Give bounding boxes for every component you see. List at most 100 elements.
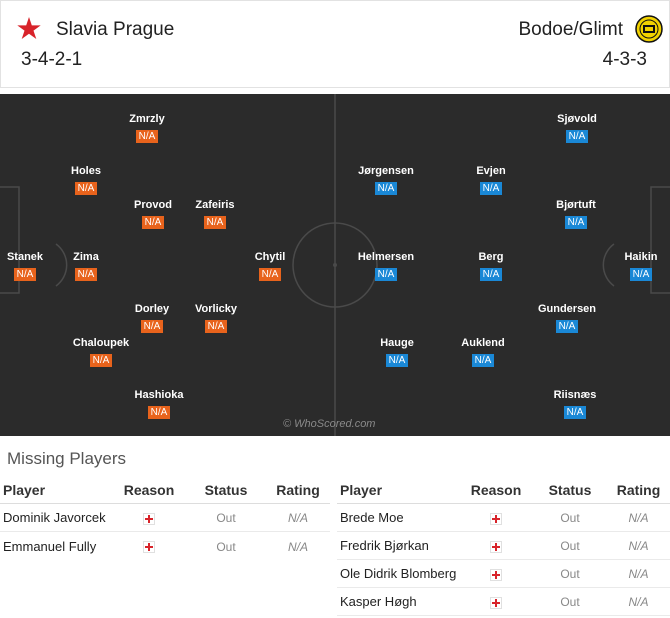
table-header: Player Reason Status Rating [0,476,330,504]
status-text: Out [560,595,580,609]
match-header: Slavia Prague 3-4-2-1 Bodoe/Glimt 4-3-3 [0,0,670,88]
home-player[interactable]: Vorlicky N/A [171,303,261,334]
pitch-lines [0,94,670,436]
away-player[interactable]: Bjørtuft N/A [531,199,621,230]
injury-cross-icon [143,541,155,554]
column-header-rating: Rating [616,481,661,498]
player-name: Vorlicky [195,303,237,315]
player-rating-badge: N/A [563,406,587,419]
home-player[interactable]: Zima N/A [41,251,131,282]
player-rating-badge: N/A [140,320,164,333]
player-name: Hauge [380,337,414,349]
home-player[interactable]: Provod N/A [108,199,198,230]
away-player[interactable]: Gundersen N/A [522,303,612,334]
away-missing-table: Player Reason Status Rating Brede Moe Ou… [337,476,670,616]
table-row: Brede Moe Out N/A [337,504,670,532]
player-name: Berg [478,251,504,263]
rating-text: N/A [628,511,649,525]
player-name: Sjøvold [557,113,597,125]
player-rating-badge: N/A [204,320,228,333]
home-player[interactable]: Zmrzly N/A [102,113,192,144]
player-rating-badge: N/A [385,354,409,367]
away-player[interactable]: Evjen N/A [446,165,536,196]
player-name: Chytil [254,251,286,263]
player-name: Holes [71,165,101,177]
player-name: Helmersen [357,251,415,263]
player-link[interactable]: Fredrik Bjørkan [340,538,429,553]
status-text: Out [560,511,580,525]
status-text: Out [560,567,580,581]
player-rating-badge: N/A [479,268,503,281]
column-header-player: Player [3,481,46,498]
player-link[interactable]: Emmanuel Fully [3,538,97,554]
home-player[interactable]: Holes N/A [41,165,131,196]
away-player[interactable]: Jørgensen N/A [341,165,431,196]
away-player[interactable]: Hauge N/A [352,337,442,368]
rating-text: N/A [628,567,649,581]
player-name: Riisnæs [553,389,597,401]
player-name: Jørgensen [358,165,414,177]
watermark: © WhoScored.com [283,418,376,430]
player-name: Zima [73,251,99,263]
player-rating-badge: N/A [374,182,398,195]
away-player[interactable]: Riisnæs N/A [530,389,620,420]
away-player[interactable]: Sjøvold N/A [532,113,622,144]
player-rating-badge: N/A [74,182,98,195]
player-rating-badge: N/A [13,268,37,281]
rating-text: N/A [287,511,308,525]
column-header-status: Status [204,481,248,498]
home-player[interactable]: Dorley N/A [107,303,197,334]
table-header: Player Reason Status Rating [337,476,670,504]
table-row: Emmanuel Fully Out N/A [0,532,330,560]
away-player[interactable]: Haikin N/A [596,251,670,282]
home-player[interactable]: Hashioka N/A [114,389,204,420]
rating-text: N/A [287,539,308,554]
away-player[interactable]: Helmersen N/A [341,251,431,282]
bodo-glimt-crest-icon [635,15,663,43]
player-link[interactable]: Dominik Javorcek [3,510,106,525]
player-rating-badge: N/A [135,130,159,143]
table-row: Ole Didrik Blomberg Out N/A [337,560,670,588]
injury-cross-icon [490,568,502,581]
home-player[interactable]: Chytil N/A [225,251,315,282]
home-team-name[interactable]: Slavia Prague [56,19,175,40]
player-name: Chaloupek [72,337,130,349]
column-header-status: Status [548,481,592,498]
home-missing-table: Player Reason Status Rating Dominik Javo… [0,476,330,560]
table-row: Kasper Høgh Out N/A [337,588,670,616]
player-name: Gundersen [537,303,597,315]
injury-cross-icon [143,512,155,525]
player-name: Provod [134,199,172,211]
status-text: Out [216,539,236,554]
player-name: Evjen [476,165,506,177]
table-row: Dominik Javorcek Out N/A [0,504,330,532]
column-header-player: Player [340,481,383,498]
player-rating-badge: N/A [258,268,282,281]
table-row: Fredrik Bjørkan Out N/A [337,532,670,560]
player-rating-badge: N/A [74,268,98,281]
home-player[interactable]: Stanek N/A [0,251,70,282]
column-header-rating: Rating [276,481,320,498]
red-star-icon [17,17,41,39]
away-team-name[interactable]: Bodoe/Glimt [518,19,623,40]
injury-cross-icon [490,540,502,553]
player-rating-badge: N/A [629,268,653,281]
column-header-reason: Reason [470,481,522,498]
player-link[interactable]: Brede Moe [340,510,404,525]
player-rating-badge: N/A [374,268,398,281]
home-player[interactable]: Chaloupek N/A [56,337,146,368]
player-rating-badge: N/A [479,182,503,195]
away-player[interactable]: Berg N/A [446,251,536,282]
player-rating-badge: N/A [147,406,171,419]
status-text: Out [560,539,580,553]
player-rating-badge: N/A [203,216,227,229]
home-player[interactable]: Zafeiris N/A [170,199,260,230]
player-rating-badge: N/A [471,354,495,367]
player-link[interactable]: Kasper Høgh [340,594,417,609]
player-link[interactable]: Ole Didrik Blomberg [340,566,457,581]
away-player[interactable]: Auklend N/A [438,337,528,368]
injury-cross-icon [490,512,502,525]
home-formation: 3-4-2-1 [21,49,83,70]
player-name: Hashioka [134,389,184,401]
missing-players-title: Missing Players [7,449,127,468]
